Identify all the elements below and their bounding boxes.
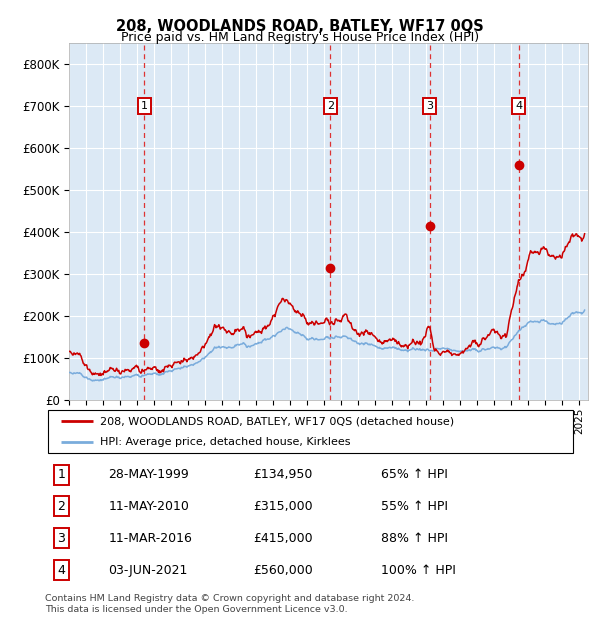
Text: £415,000: £415,000: [253, 532, 313, 545]
Text: 2: 2: [57, 500, 65, 513]
Text: HPI: Average price, detached house, Kirklees: HPI: Average price, detached house, Kirk…: [101, 436, 351, 446]
Text: 11-MAR-2016: 11-MAR-2016: [109, 532, 192, 545]
Text: 208, WOODLANDS ROAD, BATLEY, WF17 0QS: 208, WOODLANDS ROAD, BATLEY, WF17 0QS: [116, 19, 484, 33]
Text: Price paid vs. HM Land Registry's House Price Index (HPI): Price paid vs. HM Land Registry's House …: [121, 31, 479, 43]
Text: 65% ↑ HPI: 65% ↑ HPI: [382, 468, 448, 481]
Text: 1: 1: [57, 468, 65, 481]
Text: £315,000: £315,000: [253, 500, 313, 513]
Text: 4: 4: [57, 564, 65, 577]
Text: £560,000: £560,000: [253, 564, 313, 577]
Text: 28-MAY-1999: 28-MAY-1999: [109, 468, 189, 481]
Text: 4: 4: [515, 101, 522, 112]
Text: 55% ↑ HPI: 55% ↑ HPI: [382, 500, 448, 513]
Text: 1: 1: [141, 101, 148, 112]
Text: 100% ↑ HPI: 100% ↑ HPI: [382, 564, 456, 577]
Text: 3: 3: [57, 532, 65, 545]
Text: 11-MAY-2010: 11-MAY-2010: [109, 500, 189, 513]
Text: 3: 3: [426, 101, 433, 112]
Text: This data is licensed under the Open Government Licence v3.0.: This data is licensed under the Open Gov…: [45, 605, 347, 614]
Text: 03-JUN-2021: 03-JUN-2021: [109, 564, 188, 577]
Text: 208, WOODLANDS ROAD, BATLEY, WF17 0QS (detached house): 208, WOODLANDS ROAD, BATLEY, WF17 0QS (d…: [101, 417, 455, 427]
Text: £134,950: £134,950: [253, 468, 312, 481]
Text: 2: 2: [327, 101, 334, 112]
Text: Contains HM Land Registry data © Crown copyright and database right 2024.: Contains HM Land Registry data © Crown c…: [45, 595, 415, 603]
Text: 88% ↑ HPI: 88% ↑ HPI: [382, 532, 448, 545]
